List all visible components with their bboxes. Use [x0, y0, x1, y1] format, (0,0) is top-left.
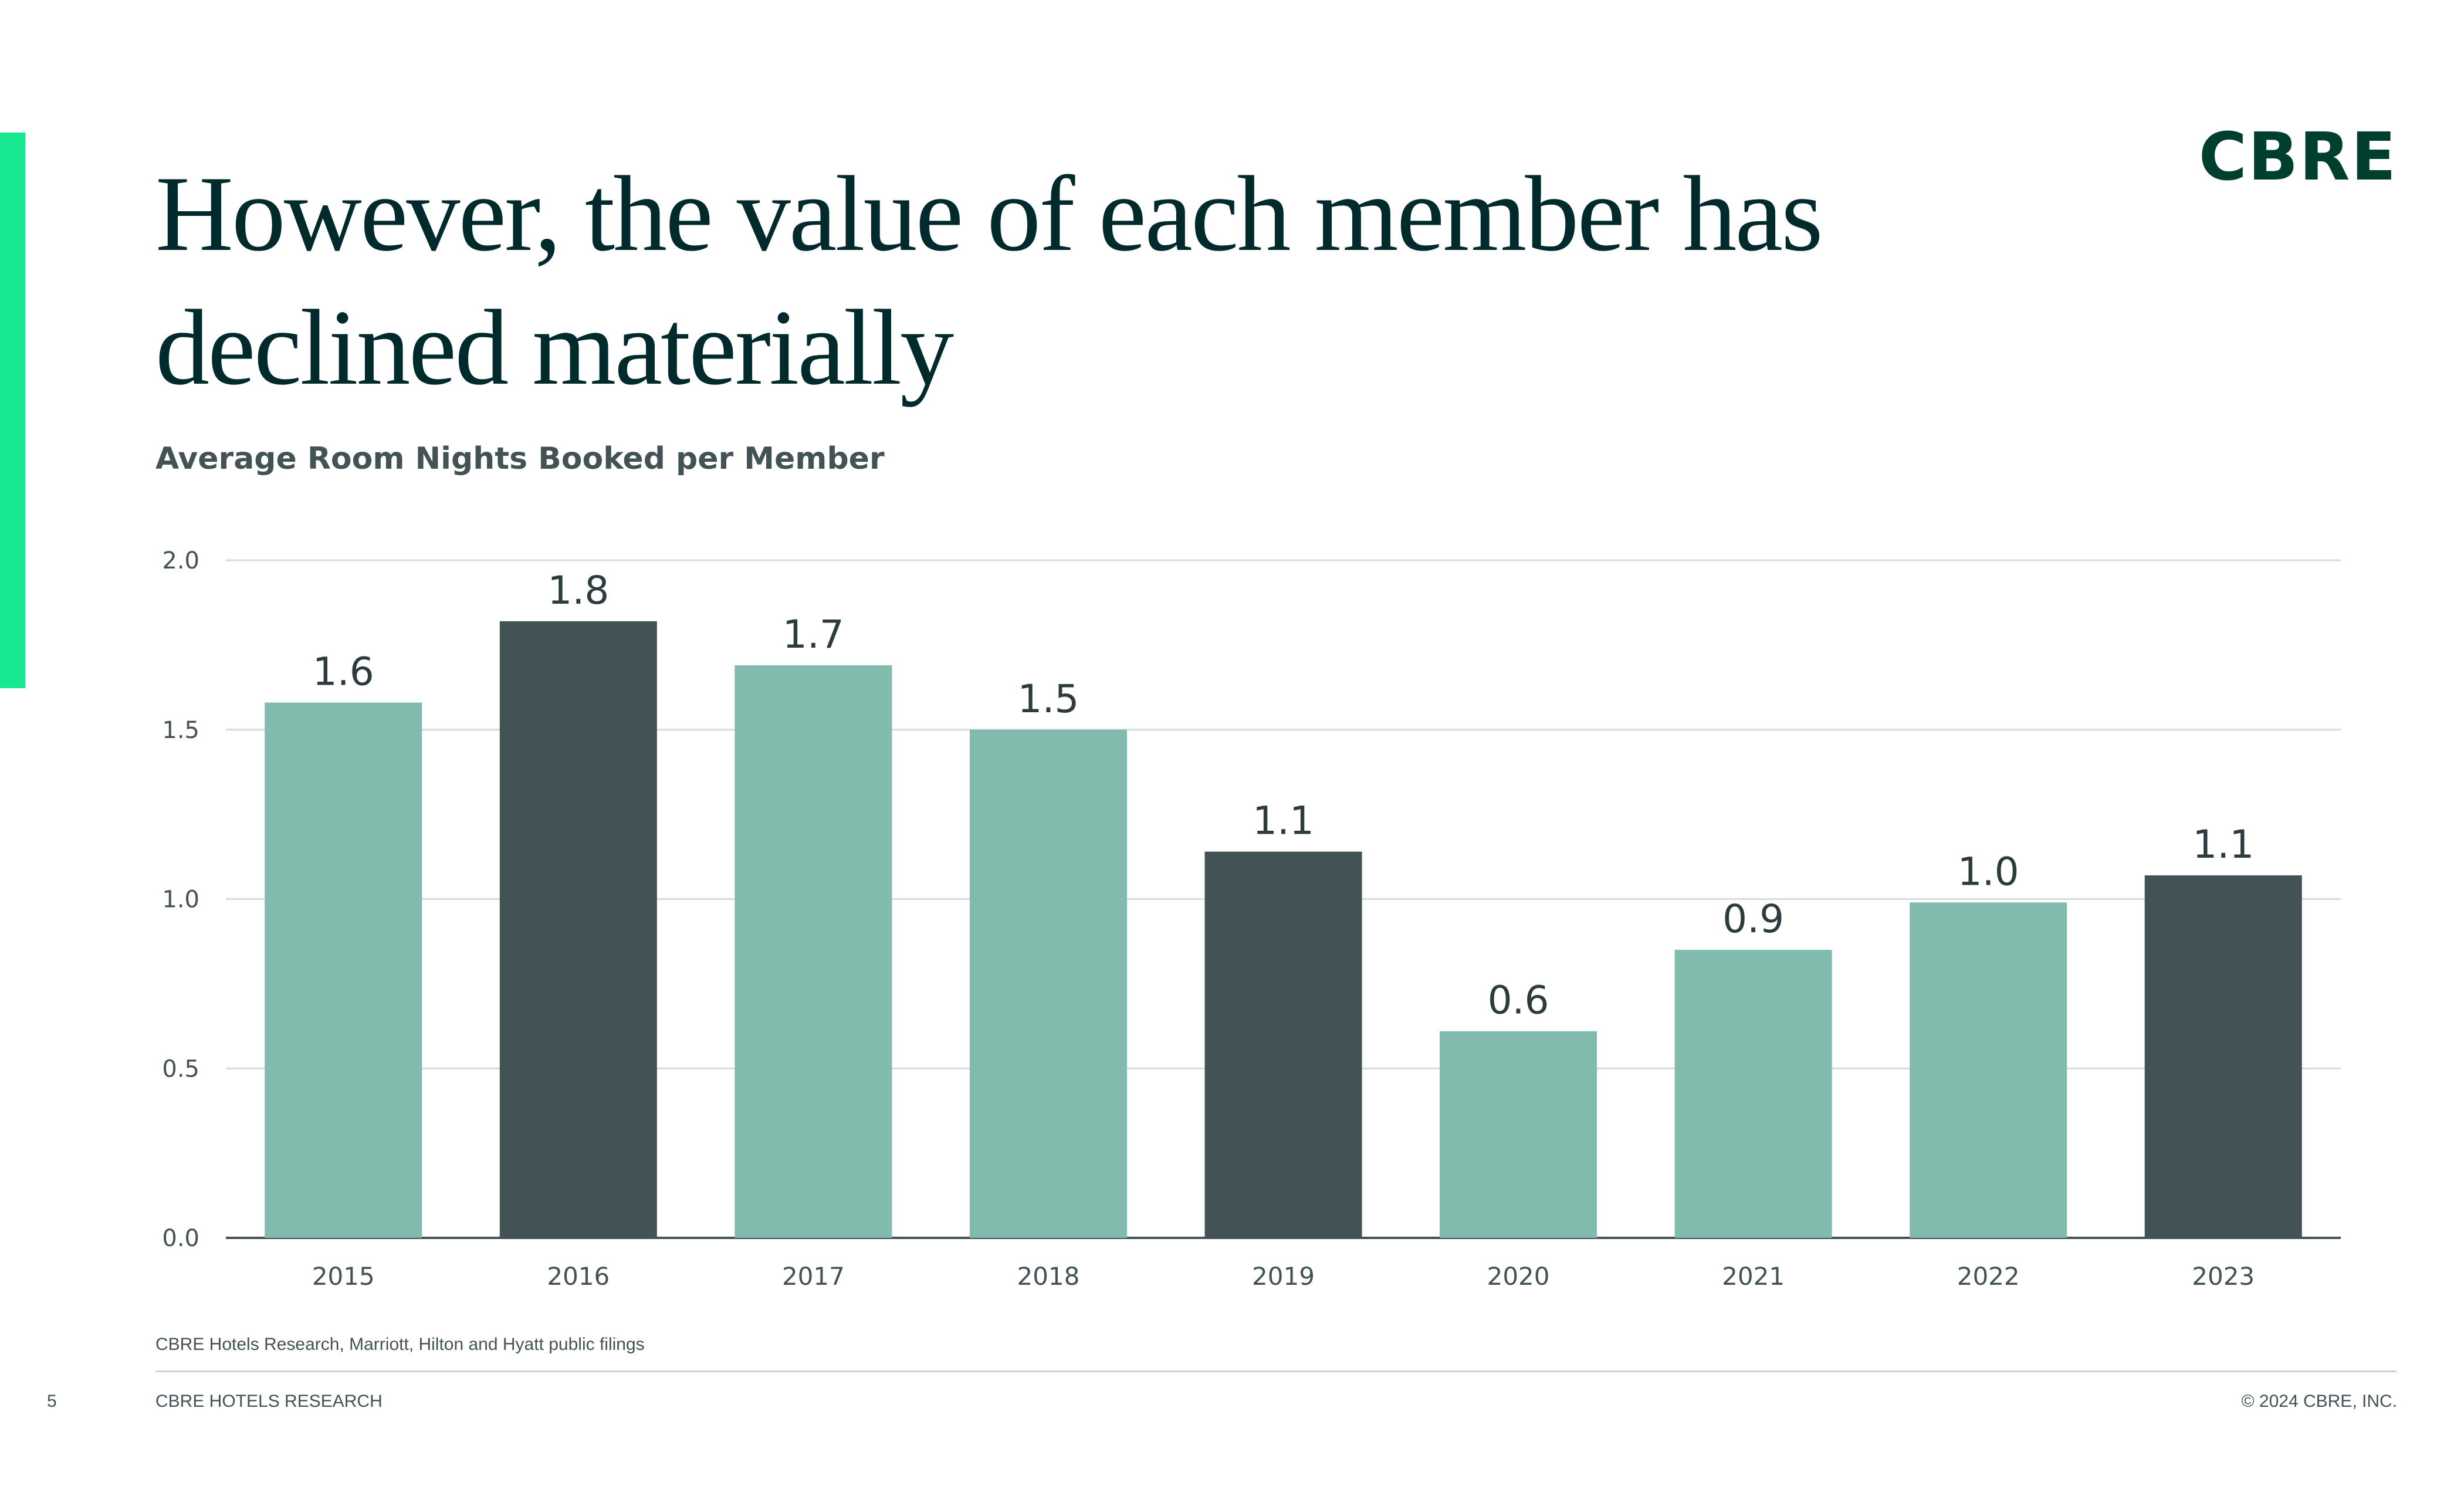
x-tick-label: 2021: [1722, 1262, 1785, 1291]
data-label: 1.1: [2192, 822, 2254, 867]
bar-2016: [499, 621, 657, 1238]
bar-2018: [969, 729, 1127, 1238]
page-number: 5: [47, 1392, 57, 1411]
x-tick-label: 2020: [1487, 1262, 1550, 1291]
labels: 0.0 0.5 1.0 1.5 2.0 1.6 2015 1.8 2016 1.7 2017 1.5 2…: [162, 547, 2255, 1291]
bar-2015: [265, 702, 422, 1238]
chart-title: Average Room Nights Booked per Member: [155, 441, 885, 476]
x-tick-label: 2016: [547, 1262, 610, 1291]
bars: [265, 621, 2302, 1238]
y-tick-label: 0.5: [162, 1055, 199, 1082]
x-tick-label: 2023: [2192, 1262, 2255, 1291]
y-tick-label: 1.5: [162, 717, 199, 744]
bar-2022: [1910, 902, 2067, 1238]
footer-divider: [155, 1370, 2397, 1372]
data-label: 1.6: [313, 649, 374, 695]
copyright: © 2024 CBRE, INC.: [2241, 1392, 2397, 1411]
accent-bar: [0, 133, 25, 688]
data-label: 0.6: [1488, 978, 1549, 1023]
page-title: However, the value of each member has de…: [155, 154, 1823, 407]
cbre-logo: CBRE: [2198, 119, 2397, 195]
y-tick-label: 1.0: [162, 886, 199, 913]
data-label: 1.0: [1958, 849, 2019, 894]
y-tick-label: 0.0: [162, 1225, 199, 1252]
data-label: 1.8: [547, 568, 609, 613]
data-label: 1.7: [783, 612, 844, 657]
y-tick-label: 2.0: [162, 547, 199, 574]
x-tick-label: 2015: [312, 1262, 375, 1291]
x-tick-label: 2018: [1017, 1262, 1079, 1291]
bar-2021: [1674, 950, 1832, 1238]
data-label: 1.5: [1017, 676, 1079, 722]
x-tick-label: 2017: [782, 1262, 845, 1291]
bar-2017: [735, 665, 892, 1238]
bar-2020: [1440, 1031, 1597, 1238]
source-note: CBRE Hotels Research, Marriott, Hilton a…: [155, 1335, 645, 1354]
data-label: 1.1: [1253, 798, 1314, 844]
x-tick-label: 2022: [1957, 1262, 2020, 1291]
x-tick-label: 2019: [1252, 1262, 1315, 1291]
bar-2019: [1204, 851, 1362, 1238]
footer-label: CBRE HOTELS RESEARCH: [155, 1392, 383, 1411]
data-label: 0.9: [1722, 896, 1784, 942]
bar-2023: [2144, 875, 2302, 1238]
